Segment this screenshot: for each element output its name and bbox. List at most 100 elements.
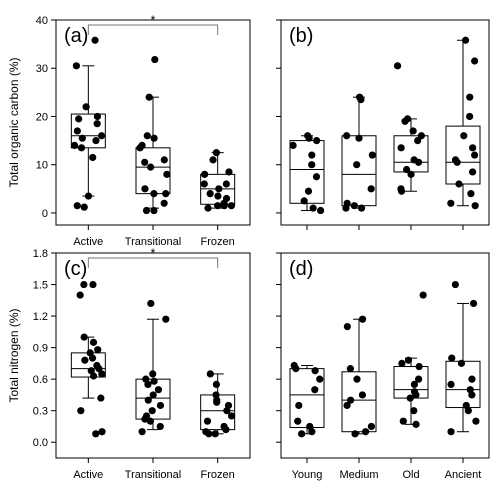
panel-c-data-point: [144, 380, 152, 389]
panel-c-data-point: [149, 391, 157, 399]
panel-a-data-point: [214, 192, 222, 200]
panel-a-ytick-label: 10: [36, 160, 48, 172]
panel-a-data-point: [75, 115, 83, 123]
panels-layer: (a) 0 10 20 30 40 Total organic carbon (%) Acti…: [7, 13, 490, 481]
panel-c-data-point: [206, 370, 214, 378]
panel-d-data-point: [415, 375, 423, 383]
panel-a-data-point: [143, 132, 151, 140]
panel-d-data-point: [410, 380, 418, 389]
panel-a-data-point: [93, 120, 101, 128]
panel-c-data-point: [76, 291, 84, 299]
panel-b-box-4: [445, 39, 481, 207]
panel-c-xtick-label: Active: [73, 469, 103, 481]
panel-a-data-point: [214, 202, 222, 210]
panel-c: (c) 0.0 0.3 0.6 0.9 1.2 1.5 1.8 Total nitrogen (…: [7, 246, 251, 481]
panel-c-ytick-label: 1.5: [33, 280, 48, 292]
panel-a-xtick-label: Frozen: [201, 236, 235, 248]
panel-d-data-point: [298, 430, 306, 438]
panel-c-data-point: [223, 407, 231, 415]
panel-d-data-point: [295, 401, 303, 410]
panel-b-data-point: [342, 204, 350, 212]
panel-c-data-point: [89, 338, 98, 346]
panel-b-data-point: [471, 57, 479, 65]
panel-d-data-point: [316, 375, 324, 383]
panel-d-data-point: [412, 420, 420, 428]
panel-d-data-point: [472, 417, 480, 425]
panel-d-box-4: [445, 302, 481, 433]
panel-a-data-point: [141, 158, 149, 166]
panel-a-data-point: [84, 192, 93, 200]
panel-b-data-point: [468, 168, 477, 176]
panel-b-data-point: [313, 136, 321, 145]
panel-d-data-point: [343, 322, 351, 331]
panel-b-data-point: [353, 161, 361, 169]
panel-a-data-point: [136, 144, 144, 152]
panel-a-ytick-label: 30: [36, 63, 48, 75]
panel-b-data-point: [409, 127, 417, 135]
panel-a-data-point: [200, 180, 208, 188]
panel-d-frame: [280, 252, 490, 459]
panel-d-data-point: [311, 367, 319, 375]
panel-a-data-point: [73, 202, 81, 210]
panel-b: (b): [276, 19, 490, 230]
panel-b-data-point: [453, 158, 461, 166]
panel-a-data-point: [227, 202, 236, 210]
panel-d-data-point: [346, 365, 355, 373]
panel-d-data-point: [347, 396, 355, 404]
panel-c-data-point: [89, 372, 98, 380]
panel-a-data-point: [89, 153, 97, 162]
panel-c-data-point: [146, 417, 154, 425]
panel-d-data-point: [469, 299, 478, 308]
panel-b-data-point: [357, 204, 366, 212]
panel-c-ytick-label: 0.0: [33, 437, 48, 449]
panel-a-data-point: [97, 132, 106, 140]
panel-b-data-point: [355, 134, 363, 142]
panel-a-xtick-label: Active: [73, 236, 103, 248]
panel-d-data-point: [415, 362, 423, 371]
panel-b-data-point: [300, 197, 308, 205]
panel-c-ylabel: Total nitrogen (%): [7, 308, 21, 402]
panel-b-data-point: [289, 141, 297, 150]
panel-d-xtick-label: Young: [292, 469, 323, 481]
panel-c-data-point: [88, 354, 97, 362]
panel-a-data-point: [162, 190, 170, 198]
panel-c-data-point: [95, 365, 103, 373]
panel-d-data-point: [353, 375, 361, 383]
panel-a-ylabel: Total organic carbon (%): [7, 57, 21, 187]
panel-b-data-point: [466, 112, 474, 121]
panel-b-data-point: [466, 93, 474, 101]
panel-a-data-point: [91, 36, 99, 44]
panel-c-data-point: [98, 370, 106, 378]
panel-a-data-point: [206, 190, 214, 198]
panel-b-data-point: [402, 165, 411, 174]
panel-a-data-point: [220, 202, 228, 210]
panel-d-data-point: [398, 359, 406, 367]
panel-a-significance-star: *: [151, 13, 156, 27]
panel-a-data-point: [160, 156, 168, 164]
panel-c-data-point: [144, 396, 152, 404]
iqr-box: [341, 371, 377, 433]
panel-a-significance-bracket: [87, 24, 219, 35]
panel-a-data-point: [209, 156, 217, 164]
panel-b-data-point: [343, 132, 351, 140]
panel-c-data-point: [212, 380, 221, 389]
panel-c-data-point: [141, 415, 149, 423]
panel-d-data-point: [464, 407, 472, 415]
panel-b-data-point: [471, 202, 479, 210]
panel-c-data-point: [92, 430, 100, 438]
panel-c-data-point: [227, 412, 236, 420]
panel-c-data-point: [150, 377, 158, 385]
panel-a-xtick-label: Transitional: [125, 236, 181, 248]
panel-c-ytick-label: 1.8: [33, 248, 48, 260]
panel-b-data-point: [305, 134, 313, 142]
panel-b-label: (b): [289, 25, 313, 47]
panel-c-data-point: [148, 407, 156, 415]
panel-a-ytick-label: 40: [36, 15, 48, 27]
panel-d-xtick-label: Ancient: [445, 469, 482, 481]
panel-d-data-point: [448, 354, 456, 362]
panel-b-data-point: [357, 95, 365, 104]
panel-a-data-point: [73, 127, 81, 135]
panel-a-data-point: [150, 206, 158, 215]
panel-a-data-point: [93, 112, 102, 121]
